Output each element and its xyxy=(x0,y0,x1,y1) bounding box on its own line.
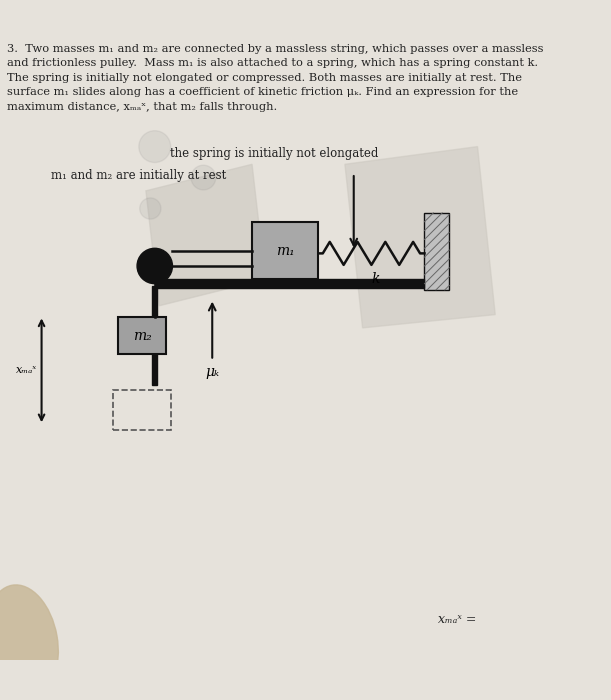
Text: k: k xyxy=(371,272,380,286)
Bar xyxy=(425,213,449,290)
Polygon shape xyxy=(146,164,265,306)
Text: m₁ and m₂ are initially at rest: m₁ and m₂ are initially at rest xyxy=(51,169,227,182)
Text: m₁: m₁ xyxy=(276,244,295,258)
Text: μₖ: μₖ xyxy=(205,365,219,379)
Bar xyxy=(113,390,170,430)
Circle shape xyxy=(139,131,170,162)
Bar xyxy=(118,317,166,354)
Circle shape xyxy=(140,198,161,219)
Bar xyxy=(155,279,425,288)
Text: 3.  Two masses m₁ and m₂ are connected by a massless string, which passes over a: 3. Two masses m₁ and m₂ are connected by… xyxy=(7,44,544,111)
Bar xyxy=(252,222,318,279)
Ellipse shape xyxy=(0,585,58,699)
Text: the spring is initially not elongated: the spring is initially not elongated xyxy=(170,147,378,160)
Circle shape xyxy=(137,248,172,284)
Polygon shape xyxy=(345,146,496,328)
Text: xₘₐˣ: xₘₐˣ xyxy=(16,365,37,375)
Text: m₂: m₂ xyxy=(133,329,152,343)
Bar xyxy=(152,286,158,386)
Circle shape xyxy=(191,165,216,190)
Text: xₘₐˣ =: xₘₐˣ = xyxy=(437,613,476,626)
